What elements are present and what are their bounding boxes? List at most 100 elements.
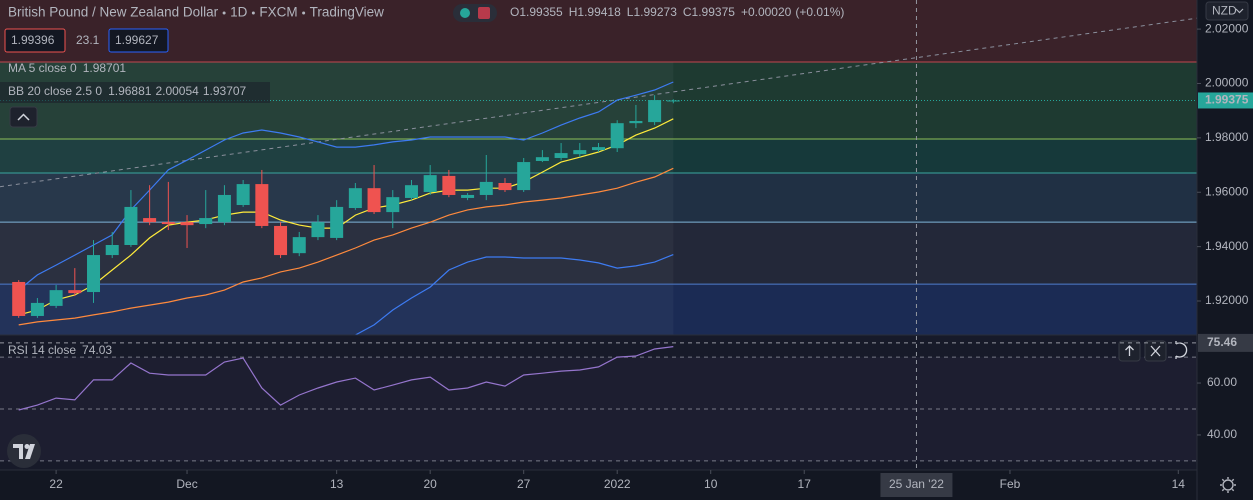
x-tick-label: 13 — [330, 477, 344, 491]
sell-price: 1.99396 — [11, 33, 55, 47]
candle-body — [292, 237, 306, 254]
price-marks — [0, 17, 1197, 335]
gear-teeth — [1220, 477, 1236, 493]
rsi-pane — [0, 335, 1197, 470]
separator-dot — [302, 11, 306, 15]
buy-price: 1.99627 — [115, 33, 159, 47]
candle-body — [12, 281, 26, 316]
candle-body — [311, 222, 325, 238]
candle-body — [629, 121, 643, 124]
candle-body — [535, 157, 549, 161]
x-tick-label: Feb — [1000, 477, 1021, 491]
ohlc-key: C — [683, 5, 692, 19]
candle-body — [666, 100, 680, 102]
last-price-badge — [1198, 92, 1253, 109]
ohlc-value: 1.99375 — [692, 5, 736, 19]
y-tick-label: 1.94000 — [1205, 239, 1249, 253]
spread: 23.1 — [76, 33, 100, 47]
visibility-toggle[interactable] — [453, 4, 497, 22]
candle-body — [386, 197, 400, 213]
settings-icon[interactable] — [1220, 477, 1236, 493]
candle-body — [143, 218, 157, 223]
logo-mark — [24, 444, 30, 449]
legend-value: 1.96881 — [108, 84, 152, 98]
candle-body — [404, 185, 418, 198]
close-icon — [1150, 345, 1161, 357]
interval: 1D — [230, 5, 248, 20]
last-price-label: 1.99375 — [1205, 93, 1249, 107]
legend-name: RSI 14 close — [8, 343, 76, 357]
candle-body — [49, 290, 63, 306]
logo-mark — [13, 444, 35, 459]
candle-body — [610, 123, 624, 149]
candle-body — [461, 194, 475, 198]
indicator-line — [18, 167, 674, 326]
x-tick-label: 20 — [423, 477, 437, 491]
collapse-button[interactable] — [9, 106, 38, 128]
y-tick-label: 40.00 — [1207, 427, 1237, 441]
candle-body — [161, 222, 175, 225]
toggle-icon — [478, 7, 490, 19]
separator-dot — [222, 11, 226, 15]
currency-dropdown[interactable] — [1205, 1, 1249, 21]
candle-body — [554, 153, 568, 158]
candle-body — [367, 188, 381, 213]
candle-body — [517, 162, 531, 191]
rsi-line — [18, 346, 674, 411]
ohlc-key: L — [627, 5, 634, 19]
zone — [0, 284, 1197, 335]
candle-body — [423, 175, 437, 192]
candle-body — [124, 206, 138, 245]
x-tick-label: 22 — [49, 477, 63, 491]
legend-name: MA 5 close 0 — [8, 61, 77, 75]
price-axis — [1197, 0, 1253, 500]
candle-body — [236, 184, 250, 206]
legend-value: 1.98701 — [83, 61, 127, 75]
candle-body — [255, 184, 269, 226]
zone — [0, 0, 1197, 62]
legend-name: BB 20 close 2.5 0 — [8, 84, 102, 98]
candle-body — [105, 244, 119, 256]
ohlc-key: H — [569, 5, 578, 19]
change-percent: (+0.01%) — [795, 5, 844, 19]
sell-box[interactable] — [4, 28, 66, 53]
candle-body — [348, 188, 362, 209]
candle-body — [442, 175, 456, 195]
indicator-line — [355, 254, 674, 335]
toggle-icon — [460, 8, 470, 18]
currency: NZD — [1212, 4, 1237, 18]
trendline — [0, 17, 1197, 188]
x-tick-label: 2022 — [604, 477, 631, 491]
candle-body — [648, 100, 662, 123]
x-tick-label: Dec — [176, 477, 197, 491]
arrow-icon — [1125, 345, 1134, 356]
zone — [0, 222, 1197, 285]
candle-body — [592, 147, 605, 151]
rsi-band — [0, 357, 1197, 461]
legend-value: 2.00054 — [155, 84, 199, 98]
candle-body — [87, 255, 101, 293]
buy-box[interactable] — [108, 28, 169, 53]
candle-body — [217, 194, 231, 223]
candle-body — [573, 150, 587, 155]
change: +0.00020 — [741, 5, 792, 19]
candle-body — [199, 218, 213, 225]
tradingview-logo[interactable] — [7, 434, 41, 468]
y-tick-label: 1.92000 — [1205, 293, 1249, 307]
crosshair-time-badge — [880, 473, 953, 497]
exchange: FXCM — [259, 5, 297, 20]
symbol-title: British Pound / New Zealand Dollar — [8, 5, 219, 20]
candle-body — [68, 290, 82, 294]
y-tick-label: 1.96000 — [1205, 184, 1249, 198]
dropdown-chevron — [1235, 8, 1244, 14]
candle-body — [479, 181, 493, 195]
crosshair-time-label: 25 Jan '22 — [889, 477, 944, 491]
separator-dot — [251, 11, 255, 15]
y-tick-label: 2.02000 — [1205, 21, 1249, 35]
ohlc-value: 1.99273 — [633, 5, 677, 19]
x-tick-label: 10 — [704, 477, 718, 491]
candle-body — [30, 302, 44, 316]
y-tick-label: 1.98000 — [1205, 130, 1249, 144]
